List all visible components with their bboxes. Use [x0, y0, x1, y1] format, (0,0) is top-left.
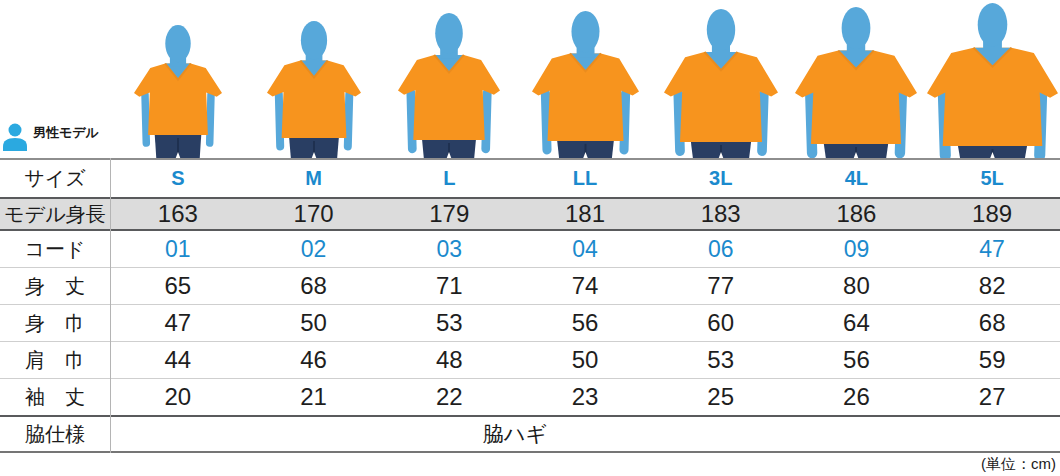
cell-size-0: S — [110, 167, 246, 190]
table-vertical-divider — [110, 158, 111, 453]
table-row-sleeve-length: 袖 丈20212223252627 — [0, 378, 1060, 415]
model-figure-L — [391, 13, 507, 160]
row-label-model-height: モデル身長 — [0, 201, 110, 228]
model-figure-4L — [788, 7, 924, 160]
cell-size-5: 4L — [789, 167, 925, 190]
row-label-side-spec: 脇仕様 — [0, 421, 110, 448]
cell-model-height-3: 181 — [517, 200, 653, 228]
cell-model-height-6: 189 — [924, 200, 1060, 228]
cell-code-3: 04 — [517, 236, 653, 263]
cell-sleeve-length-2: 22 — [381, 383, 517, 411]
cell-body-width-6: 68 — [924, 309, 1060, 337]
cell-code-6: 47 — [924, 236, 1060, 263]
table-row-size: サイズSMLLL3L4L5L — [0, 160, 1060, 197]
model-figure-3L — [657, 9, 785, 160]
cell-body-width-3: 56 — [517, 309, 653, 337]
cell-side-spec: 脇ハギ — [110, 420, 1060, 448]
row-label-sleeve-length: 袖 丈 — [0, 384, 110, 411]
table-row-code: コード01020304060947 — [0, 231, 1060, 267]
row-label-body-length: 身 丈 — [0, 273, 110, 300]
table-row-body-length: 身 丈65687174778082 — [0, 267, 1060, 304]
cell-body-length-0: 65 — [110, 272, 246, 300]
model-figure-LL — [525, 11, 646, 160]
row-label-shoulder-width: 肩 巾 — [0, 347, 110, 374]
cell-body-width-0: 47 — [110, 309, 246, 337]
model-figure-S — [127, 25, 229, 160]
cell-sleeve-length-0: 20 — [110, 383, 246, 411]
model-type-text: 男性モデル — [33, 124, 99, 151]
cell-sleeve-length-3: 23 — [517, 383, 653, 411]
cell-body-length-6: 82 — [924, 272, 1060, 300]
cell-body-width-4: 60 — [653, 309, 789, 337]
cell-body-length-4: 77 — [653, 272, 789, 300]
cell-body-length-3: 74 — [517, 272, 653, 300]
cell-code-0: 01 — [110, 236, 246, 263]
cell-code-1: 02 — [246, 236, 382, 263]
cell-size-3: LL — [517, 167, 653, 190]
unit-note: (単位：cm) — [981, 455, 1056, 474]
table-row-side-spec: 脇仕様脇ハギ — [0, 415, 1060, 453]
cell-body-length-1: 68 — [246, 272, 382, 300]
cell-size-1: M — [246, 167, 382, 190]
cell-body-width-1: 50 — [246, 309, 382, 337]
cell-model-height-1: 170 — [246, 200, 382, 228]
cell-shoulder-width-2: 48 — [381, 346, 517, 374]
cell-shoulder-width-0: 44 — [110, 346, 246, 374]
cell-model-height-5: 186 — [789, 200, 925, 228]
model-type-label: 男性モデル — [2, 122, 99, 151]
cell-model-height-2: 179 — [381, 200, 517, 228]
male-person-icon — [2, 122, 28, 151]
cell-code-2: 03 — [381, 236, 517, 263]
row-label-size: サイズ — [0, 165, 110, 192]
table-row-shoulder-width: 肩 巾44464850535659 — [0, 341, 1060, 378]
cell-shoulder-width-5: 56 — [789, 346, 925, 374]
cell-body-width-2: 53 — [381, 309, 517, 337]
cell-shoulder-width-4: 53 — [653, 346, 789, 374]
cell-model-height-4: 183 — [653, 200, 789, 228]
cell-code-4: 06 — [653, 236, 789, 263]
cell-shoulder-width-3: 50 — [517, 346, 653, 374]
row-label-body-width: 身 巾 — [0, 310, 110, 337]
cell-code-5: 09 — [789, 236, 925, 263]
cell-size-2: L — [381, 167, 517, 190]
cell-sleeve-length-1: 21 — [246, 383, 382, 411]
table-row-body-width: 身 巾47505356606468 — [0, 304, 1060, 341]
model-figure-M — [260, 21, 368, 160]
cell-shoulder-width-1: 46 — [246, 346, 382, 374]
cell-body-width-5: 64 — [789, 309, 925, 337]
cell-model-height-0: 163 — [110, 200, 246, 228]
cell-sleeve-length-6: 27 — [924, 383, 1060, 411]
cell-body-length-5: 80 — [789, 272, 925, 300]
cell-body-length-2: 71 — [381, 272, 517, 300]
size-chart-page: 男性モデル サイズSMLLL3L4L5Lモデル身長163170179181183… — [0, 0, 1060, 476]
model-figure-5L — [920, 3, 1060, 160]
cell-size-6: 5L — [924, 167, 1060, 190]
cell-sleeve-length-5: 26 — [789, 383, 925, 411]
spec-table: サイズSMLLL3L4L5Lモデル身長163170179181183186189… — [0, 158, 1060, 453]
cell-shoulder-width-6: 59 — [924, 346, 1060, 374]
row-label-code: コード — [0, 236, 110, 263]
model-figures — [0, 0, 1060, 160]
cell-sleeve-length-4: 25 — [653, 383, 789, 411]
cell-size-4: 3L — [653, 167, 789, 190]
table-row-model-height: モデル身長163170179181183186189 — [0, 197, 1060, 231]
